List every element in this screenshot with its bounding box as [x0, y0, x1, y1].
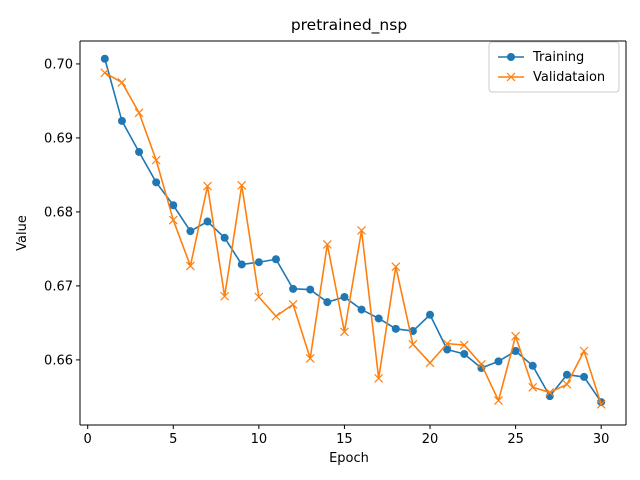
- data-point: [152, 178, 161, 187]
- data-point: [203, 181, 212, 191]
- y-tick-label: 0.67: [44, 279, 73, 294]
- data-point: [305, 353, 315, 363]
- data-point: [340, 293, 349, 301]
- series-training: [100, 54, 606, 407]
- data-point: [168, 215, 178, 225]
- x-tick-label: 0: [84, 432, 92, 447]
- data-point: [340, 327, 349, 337]
- data-point: [357, 305, 366, 314]
- x-tick-label: 20: [422, 432, 439, 447]
- data-point: [511, 347, 520, 356]
- data-point: [117, 78, 127, 87]
- data-point: [511, 331, 521, 341]
- x-tick-label: 30: [593, 432, 610, 447]
- data-point: [271, 311, 281, 321]
- y-tick-label: 0.70: [44, 57, 73, 72]
- data-point: [203, 217, 212, 226]
- data-point: [460, 349, 469, 358]
- chart-title: pretrained_nsp: [291, 16, 407, 35]
- legend-box: [488, 41, 620, 93]
- data-point: [374, 373, 384, 383]
- legend: Training Validataion: [488, 41, 620, 93]
- data-point: [580, 372, 589, 381]
- data-point: [494, 357, 503, 366]
- data-point: [220, 233, 229, 242]
- data-point: [306, 285, 315, 294]
- data-point: [237, 260, 246, 269]
- data-point: [323, 298, 332, 307]
- data-point: [237, 180, 247, 190]
- x-tick-label: 10: [251, 432, 268, 447]
- data-point: [186, 227, 195, 236]
- series-validataion: [100, 68, 606, 409]
- legend-marker-training: [507, 53, 515, 61]
- data-point: [528, 382, 538, 392]
- data-point: [596, 399, 606, 409]
- ticks-layer: 0 5 10 15 20 25 30 0.66 0.67 0.68 0.69 0.70: [44, 57, 609, 447]
- data-point: [374, 314, 383, 323]
- x-tick-label: 25: [507, 432, 524, 447]
- data-point: [562, 379, 572, 389]
- data-point: [545, 388, 555, 397]
- data-point: [528, 361, 537, 370]
- x-axis-title: Epoch: [329, 451, 369, 466]
- data-point: [408, 339, 418, 349]
- y-axis-title: Value: [15, 215, 30, 251]
- data-point: [185, 261, 195, 271]
- data-point: [579, 346, 589, 356]
- data-point: [391, 324, 400, 333]
- x-tick-label: 15: [336, 432, 353, 447]
- data-point: [135, 147, 144, 156]
- data-point: [220, 291, 230, 301]
- data-point: [545, 392, 554, 401]
- data-point: [151, 155, 161, 165]
- data-point: [100, 54, 109, 63]
- data-point: [117, 116, 126, 125]
- legend-label-validation: Validataion: [533, 70, 605, 85]
- data-point: [169, 201, 178, 210]
- data-point: [476, 359, 486, 369]
- data-point: [391, 262, 401, 272]
- y-tick-label: 0.66: [44, 353, 73, 368]
- data-point: [426, 310, 435, 319]
- data-point: [271, 255, 280, 264]
- data-point: [494, 396, 503, 406]
- data-point: [134, 108, 144, 118]
- data-point: [357, 225, 366, 235]
- data-point: [254, 292, 264, 302]
- x-tick-label: 5: [169, 432, 177, 447]
- data-point: [289, 284, 298, 293]
- axes-layer: [79, 40, 627, 426]
- legend-marker-validation: [506, 72, 516, 82]
- y-tick-label: 0.68: [44, 205, 73, 220]
- data-point: [100, 68, 110, 78]
- data-point: [442, 339, 452, 349]
- legend-label-training: Training: [532, 50, 584, 65]
- data-point: [254, 258, 263, 267]
- y-tick-label: 0.69: [44, 131, 73, 146]
- data-point: [322, 240, 332, 249]
- plot-area: [80, 41, 626, 425]
- data-point: [288, 299, 298, 309]
- data-point: [459, 340, 469, 350]
- data-point: [443, 345, 452, 354]
- data-point: [425, 358, 435, 368]
- series-layer: [100, 54, 606, 409]
- data-point: [562, 370, 571, 379]
- series-line-validataion: [104, 72, 602, 405]
